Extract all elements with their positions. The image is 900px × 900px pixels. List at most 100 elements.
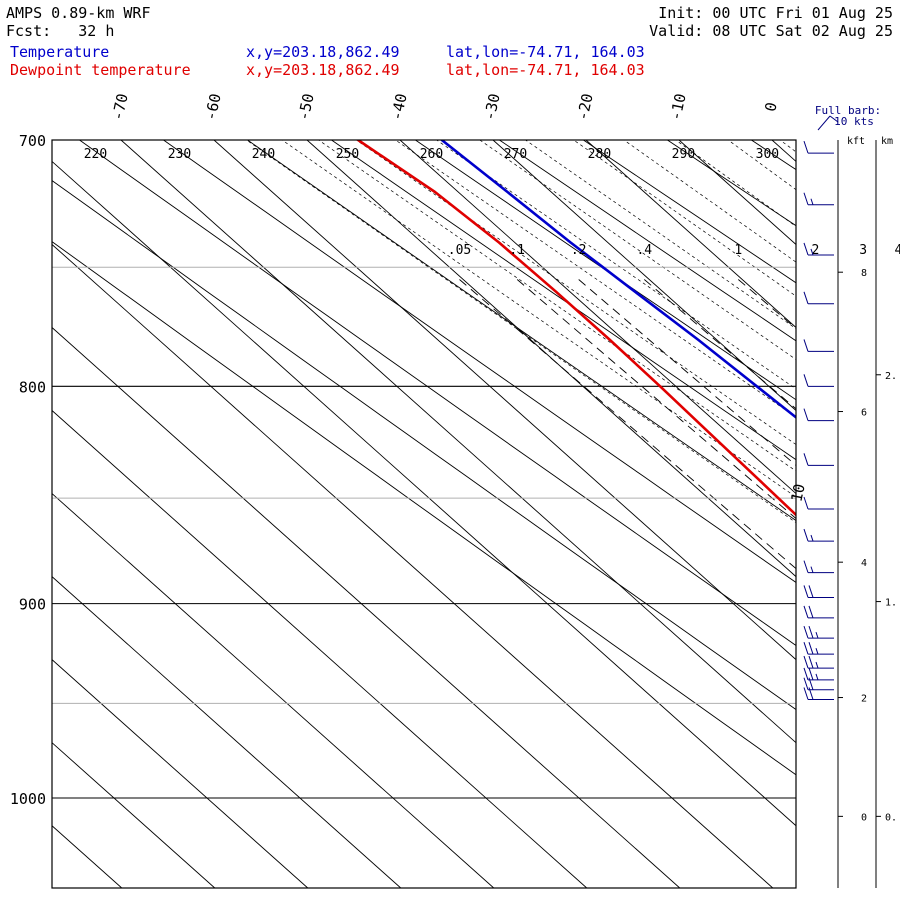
- profile-lines: [356, 140, 796, 517]
- wind-barb-16-half: [815, 673, 819, 681]
- dewpoint-line: [356, 140, 796, 517]
- mixing-ratio-line-.2: [578, 279, 796, 466]
- legend-temperature-label: Temperature: [10, 43, 110, 61]
- moist-adiabat--10: [435, 140, 796, 390]
- dry-adiabat-280: [582, 140, 796, 284]
- wind-barb-15-half: [815, 661, 819, 669]
- isotherm--30: [492, 140, 796, 412]
- km-tick-label-1.: 1.: [885, 598, 897, 609]
- moist-adiabat-10: [675, 140, 796, 227]
- mixing-ratio-line-.05: [459, 279, 796, 570]
- moist-adiabat-26: [810, 87, 900, 900]
- isotherm--130: [52, 576, 402, 888]
- wind-barb-5-full-0: [803, 374, 809, 387]
- model-title: AMPS 0.89-km WRF: [6, 4, 151, 22]
- wind-barb-10-full-0: [803, 560, 809, 573]
- isotherm-label--10: -10: [666, 92, 689, 122]
- wind-barb-9-half: [810, 534, 814, 542]
- dry-adiabat-210: [52, 179, 796, 711]
- isotherm--70: [120, 140, 796, 744]
- isotherm--50: [306, 140, 796, 578]
- wind-barb-3-full-0: [803, 291, 809, 304]
- wind-barb-17-full-1: [808, 677, 814, 690]
- mixing-ratio-label-3: 3: [859, 243, 867, 258]
- valid-time: Valid: 08 UTC Sat 02 Aug 25: [649, 22, 893, 40]
- dry-adiabat-label-230: 230: [168, 147, 191, 162]
- isotherms: [52, 140, 796, 888]
- wind-barb-16-full-1: [808, 667, 814, 681]
- pressure-label-900: 900: [19, 596, 46, 614]
- dry-adiabat-260: [414, 140, 796, 401]
- dry-adiabat-label-260: 260: [420, 147, 443, 162]
- moist-adiabat-14: [727, 140, 796, 191]
- kft-tick-label-0: 0: [861, 812, 867, 823]
- mixing-ratio-line-.1: [516, 279, 796, 520]
- wind-barb-13-full-0: [803, 625, 809, 639]
- mixing-ratio-label-.05: .05: [448, 243, 471, 258]
- mixing-ratio-label-.4: .4: [636, 243, 652, 258]
- barb-legend-staff: [817, 115, 831, 131]
- plot-frame: [51, 139, 797, 889]
- wind-barb-11-full-1: [808, 585, 814, 598]
- isotherm-label--40: -40: [387, 92, 410, 122]
- forecast-hour: Fcst: 32 h: [6, 22, 115, 40]
- wind-barb-6-full-0: [803, 408, 809, 421]
- mixing-ratio-label-4: 4: [894, 243, 900, 258]
- wind-barb-10-half: [810, 566, 814, 573]
- dry-adiabat-270: [498, 140, 796, 342]
- mixing-ratio-lines: [459, 279, 796, 570]
- wind-barb-13-full-1: [808, 625, 814, 639]
- isotherm--80: [52, 160, 796, 827]
- km-label: km: [881, 136, 893, 147]
- moist-adiabat-22: [760, 87, 900, 900]
- km-tick-label-0.: 0.: [885, 812, 897, 823]
- barb-legend-line2: 10 kts: [834, 115, 874, 128]
- wind-barb-14-full-1: [808, 642, 814, 655]
- isotherm--20: [585, 140, 796, 329]
- wind-barb-2-half: [810, 248, 814, 256]
- wind-barb-12-full-1: [808, 605, 814, 619]
- isotherm-label--30: -30: [480, 92, 503, 122]
- wind-barb-18-full-0: [803, 687, 809, 700]
- isotherm-label-0: 0: [761, 101, 780, 114]
- wind-barb-15-full-1: [808, 655, 814, 669]
- isotherm--90: [52, 243, 774, 888]
- km-tick-label-2.: 2.: [885, 371, 897, 382]
- wind-barb-18-full-1: [808, 687, 814, 700]
- moist-adiabat-6: [623, 140, 796, 263]
- dry-adiabat-label-280: 280: [588, 147, 611, 162]
- mixing-ratio-label-.1: .1: [509, 243, 525, 258]
- wind-barb-14-half: [815, 648, 819, 655]
- isotherm--60: [213, 140, 796, 661]
- isotherm-label--20: -20: [573, 92, 596, 122]
- dry-adiabat-290: [666, 140, 796, 227]
- dry-adiabat-240: [246, 140, 796, 522]
- legend-temperature-xy: x,y=203.18,862.49: [246, 43, 400, 61]
- wind-barb-2-full-0: [803, 242, 809, 256]
- dry-adiabat-label-270: 270: [504, 147, 527, 162]
- wind-barb-13-half: [815, 631, 819, 639]
- isotherm--120: [52, 492, 495, 888]
- dry-adiabat-250: [330, 140, 796, 461]
- pressure-label-800: 800: [19, 378, 46, 396]
- dry-adiabat-220: [78, 140, 796, 647]
- isotherm--40: [399, 140, 796, 495]
- isotherm--110: [52, 409, 588, 888]
- barb-legend-full-barb: [829, 115, 839, 123]
- wind-barb-8-full-0: [803, 496, 809, 510]
- kft-tick-label-4: 4: [861, 558, 867, 569]
- isotherm--100: [52, 326, 681, 888]
- dry-adiabats: [52, 140, 796, 776]
- mixing-ratio-line-.4: [644, 279, 796, 410]
- wind-barb-16-full-0: [803, 667, 809, 681]
- kft-label: kft: [847, 136, 865, 147]
- wind-barb-4-full-0: [803, 339, 809, 352]
- pressure-label-1000: 1000: [10, 790, 46, 808]
- wind-barb-11-full-0: [803, 585, 809, 598]
- wind-height-panel: 8 6 4 2 0 2. 1. 0.: [837, 140, 897, 888]
- wind-barb-1-half: [810, 198, 814, 205]
- isotherm-label--70: -70: [108, 92, 131, 122]
- dry-adiabat-label-220: 220: [84, 147, 107, 162]
- isotherm-side-label: 10: [787, 482, 808, 503]
